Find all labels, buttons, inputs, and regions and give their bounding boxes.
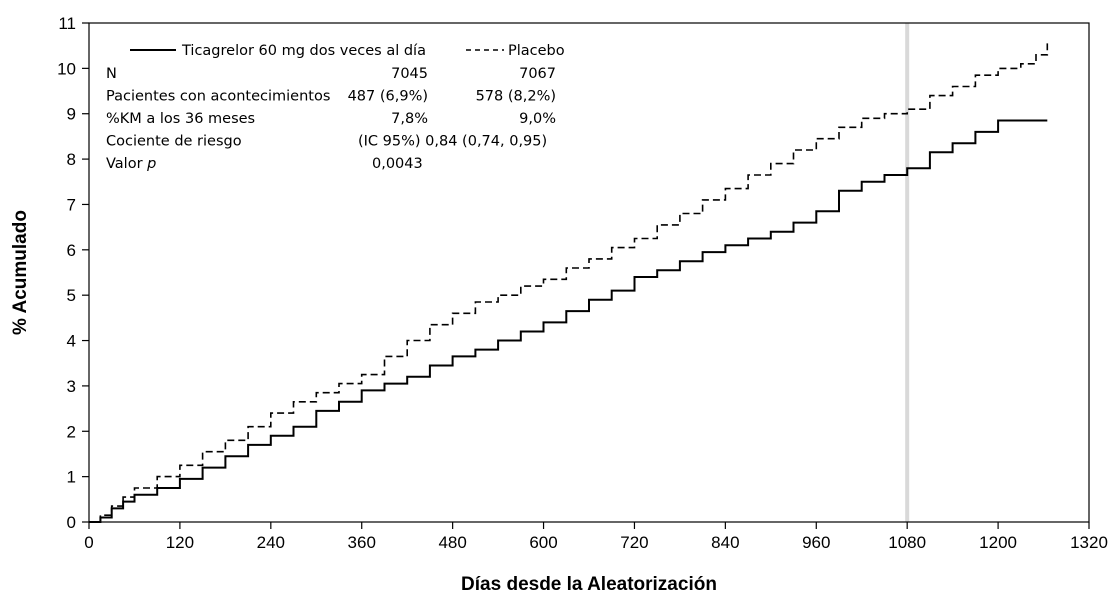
- legend-series-placebo: Placebo: [508, 43, 565, 59]
- x-tick-label: 1200: [979, 533, 1017, 552]
- legend-row-km-ticagrelor: 7,8%: [391, 111, 428, 127]
- plot-frame: [88, 22, 1090, 523]
- y-tick-label: 7: [67, 195, 76, 214]
- y-tick-label: 11: [58, 14, 76, 33]
- y-axis-title: % Acumulado: [10, 210, 31, 335]
- series-line-ticagrelor: [89, 119, 1048, 523]
- y-tick-label: 2: [67, 422, 76, 441]
- legend-row-hr-value: (IC 95%) 0,84 (0,74, 0,95): [358, 134, 547, 150]
- y-tick-label: 0: [67, 513, 76, 532]
- x-tick-label: 960: [802, 533, 830, 552]
- y-tick-label: 6: [67, 241, 76, 260]
- x-axis-title: Días desde la Aleatorización: [461, 574, 717, 595]
- y-tick-label: 4: [67, 332, 76, 351]
- x-tick-label: 480: [438, 533, 466, 552]
- legend-row-events-label: Pacientes con acontecimientos: [106, 89, 330, 105]
- series-layer: [89, 43, 1049, 523]
- y-tick-label: 1: [67, 468, 76, 487]
- x-tick-label: 120: [166, 533, 194, 552]
- series-line-placebo: [89, 43, 1049, 523]
- x-tick-label: 600: [529, 533, 557, 552]
- x-tick-label: 840: [711, 533, 739, 552]
- y-tick-label: 8: [67, 150, 76, 169]
- axes: 0 120 240 360 480 600 720 840 960 1080 1200 1320 0 1 2…: [57, 14, 1108, 552]
- x-tick-label: 1080: [888, 533, 926, 552]
- y-tick-label: 3: [67, 377, 76, 396]
- legend-row-pvalue-label: Valor p: [106, 156, 156, 172]
- x-tick-label: 360: [348, 533, 376, 552]
- y-tick-label: 9: [67, 105, 76, 124]
- x-tick-label: 720: [620, 533, 648, 552]
- legend-row-km-label: %KM a los 36 meses: [106, 111, 255, 127]
- y-tick-label: 5: [67, 286, 76, 305]
- pvalue-label-p: p: [146, 156, 156, 172]
- legend-row-hr-label: Cociente de riesgo: [106, 134, 242, 150]
- legend-row-km-placebo: 9,0%: [519, 111, 556, 127]
- x-tick-label: 0: [84, 533, 93, 552]
- legend-row-n-ticagrelor: 7045: [391, 66, 428, 82]
- legend-row-events-ticagrelor: 487 (6,9%): [348, 89, 428, 105]
- legend-row-n-placebo: 7067: [519, 66, 556, 82]
- legend-row-events-placebo: 578 (8,2%): [476, 89, 556, 105]
- legend-row-pvalue-value: 0,0043: [372, 156, 423, 172]
- x-tick-label: 240: [257, 533, 285, 552]
- legend-series-ticagrelor: Ticagrelor 60 mg dos veces al día: [181, 43, 426, 59]
- y-tick-label: 10: [57, 59, 76, 78]
- legend: Ticagrelor 60 mg dos veces al día Placeb…: [106, 43, 565, 172]
- legend-row-n-label: N: [106, 66, 117, 82]
- pvalue-label-text: Valor: [106, 156, 147, 172]
- x-tick-label: 1320: [1070, 533, 1108, 552]
